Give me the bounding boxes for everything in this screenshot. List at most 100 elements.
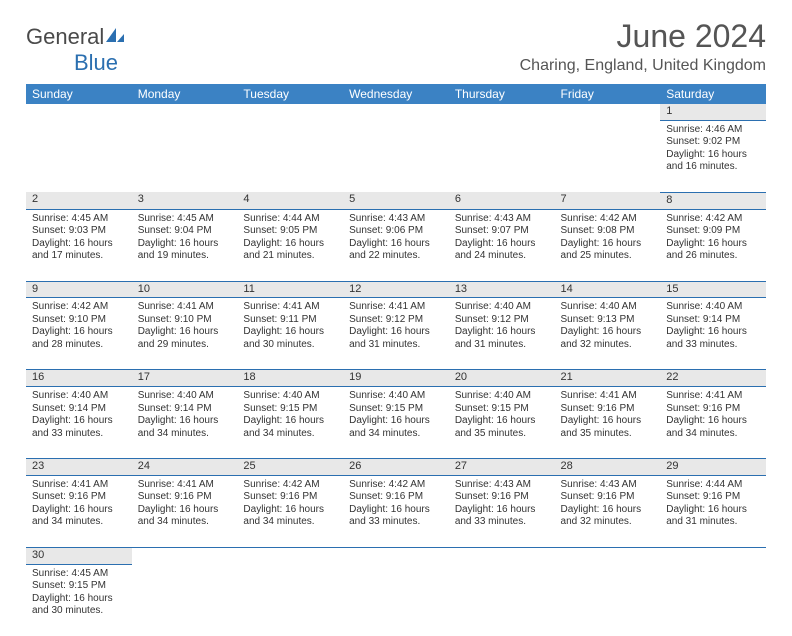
day-cell: Sunrise: 4:43 AMSunset: 9:16 PMDaylight:… (449, 475, 555, 547)
day-header: Thursday (449, 84, 555, 104)
day-sunset: Sunset: 9:13 PM (561, 314, 655, 327)
day-data-row: Sunrise: 4:40 AMSunset: 9:14 PMDaylight:… (26, 387, 766, 459)
day-data-row: Sunrise: 4:42 AMSunset: 9:10 PMDaylight:… (26, 298, 766, 370)
day-dl2: and 26 minutes. (666, 250, 760, 263)
day-cell: Sunrise: 4:45 AMSunset: 9:15 PMDaylight:… (26, 564, 132, 636)
day-sunset: Sunset: 9:16 PM (666, 403, 760, 416)
day-sunset: Sunset: 9:16 PM (349, 491, 443, 504)
day-number: 1 (660, 104, 766, 120)
day-sunset: Sunset: 9:16 PM (243, 491, 337, 504)
day-header: Wednesday (343, 84, 449, 104)
day-dl1: Daylight: 16 hours (561, 326, 655, 339)
day-cell: Sunrise: 4:40 AMSunset: 9:14 PMDaylight:… (660, 298, 766, 370)
day-dl1: Daylight: 16 hours (243, 504, 337, 517)
month-title: June 2024 (520, 18, 766, 55)
page-header: General Blue June 2024 Charing, England,… (26, 18, 766, 76)
day-number: 23 (26, 459, 132, 476)
day-dl2: and 33 minutes. (666, 339, 760, 352)
day-number (343, 104, 449, 120)
day-number: 30 (26, 547, 132, 564)
day-data-row: Sunrise: 4:41 AMSunset: 9:16 PMDaylight:… (26, 475, 766, 547)
day-number: 11 (237, 281, 343, 298)
day-dl2: and 25 minutes. (561, 250, 655, 263)
day-dl1: Daylight: 16 hours (455, 504, 549, 517)
day-dl2: and 33 minutes. (32, 428, 126, 441)
day-dl1: Daylight: 16 hours (138, 504, 232, 517)
day-cell (343, 564, 449, 636)
day-sunset: Sunset: 9:04 PM (138, 225, 232, 238)
day-dl2: and 34 minutes. (349, 428, 443, 441)
day-number: 9 (26, 281, 132, 298)
day-sunrise: Sunrise: 4:40 AM (138, 390, 232, 403)
day-sunrise: Sunrise: 4:43 AM (561, 479, 655, 492)
day-sunset: Sunset: 9:08 PM (561, 225, 655, 238)
day-cell: Sunrise: 4:40 AMSunset: 9:15 PMDaylight:… (449, 387, 555, 459)
day-sunrise: Sunrise: 4:46 AM (666, 124, 760, 137)
day-sunset: Sunset: 9:12 PM (455, 314, 549, 327)
day-dl2: and 34 minutes. (243, 516, 337, 529)
day-sunset: Sunset: 9:14 PM (32, 403, 126, 416)
day-number (343, 547, 449, 564)
title-block: June 2024 Charing, England, United Kingd… (520, 18, 766, 75)
day-dl2: and 34 minutes. (138, 428, 232, 441)
day-number (660, 547, 766, 564)
day-cell: Sunrise: 4:45 AMSunset: 9:04 PMDaylight:… (132, 209, 238, 281)
day-number-row: 1 (26, 104, 766, 120)
day-number: 17 (132, 370, 238, 387)
day-dl1: Daylight: 16 hours (561, 504, 655, 517)
day-number: 25 (237, 459, 343, 476)
day-dl1: Daylight: 16 hours (243, 415, 337, 428)
day-sunrise: Sunrise: 4:42 AM (243, 479, 337, 492)
day-dl2: and 32 minutes. (561, 339, 655, 352)
day-number (132, 547, 238, 564)
day-sunrise: Sunrise: 4:40 AM (455, 301, 549, 314)
day-sunrise: Sunrise: 4:40 AM (32, 390, 126, 403)
day-cell (660, 564, 766, 636)
day-number: 4 (237, 192, 343, 209)
day-sunrise: Sunrise: 4:42 AM (349, 479, 443, 492)
day-sunrise: Sunrise: 4:41 AM (349, 301, 443, 314)
day-sunrise: Sunrise: 4:40 AM (666, 301, 760, 314)
day-header: Saturday (660, 84, 766, 104)
day-number: 15 (660, 281, 766, 298)
day-dl1: Daylight: 16 hours (561, 415, 655, 428)
day-data-row: Sunrise: 4:46 AMSunset: 9:02 PMDaylight:… (26, 120, 766, 192)
day-dl1: Daylight: 16 hours (666, 415, 760, 428)
day-dl1: Daylight: 16 hours (32, 238, 126, 251)
day-sunset: Sunset: 9:15 PM (32, 580, 126, 593)
day-dl2: and 17 minutes. (32, 250, 126, 263)
day-dl1: Daylight: 16 hours (243, 326, 337, 339)
day-sunset: Sunset: 9:10 PM (32, 314, 126, 327)
day-number: 14 (555, 281, 661, 298)
day-cell: Sunrise: 4:41 AMSunset: 9:16 PMDaylight:… (555, 387, 661, 459)
day-sunrise: Sunrise: 4:45 AM (32, 213, 126, 226)
day-number: 3 (132, 192, 238, 209)
day-cell: Sunrise: 4:40 AMSunset: 9:15 PMDaylight:… (237, 387, 343, 459)
day-dl1: Daylight: 16 hours (455, 326, 549, 339)
day-cell: Sunrise: 4:40 AMSunset: 9:13 PMDaylight:… (555, 298, 661, 370)
day-dl1: Daylight: 16 hours (138, 415, 232, 428)
calendar-table: SundayMondayTuesdayWednesdayThursdayFrid… (26, 84, 766, 636)
day-number: 7 (555, 192, 661, 209)
day-dl1: Daylight: 16 hours (666, 504, 760, 517)
day-cell: Sunrise: 4:40 AMSunset: 9:14 PMDaylight:… (132, 387, 238, 459)
day-dl2: and 31 minutes. (349, 339, 443, 352)
day-dl2: and 34 minutes. (243, 428, 337, 441)
day-dl2: and 35 minutes. (561, 428, 655, 441)
day-number: 6 (449, 192, 555, 209)
day-cell (449, 120, 555, 192)
calendar-header-row: SundayMondayTuesdayWednesdayThursdayFrid… (26, 84, 766, 104)
day-dl1: Daylight: 16 hours (138, 238, 232, 251)
day-sunset: Sunset: 9:16 PM (138, 491, 232, 504)
day-dl2: and 28 minutes. (32, 339, 126, 352)
day-header: Friday (555, 84, 661, 104)
day-sunset: Sunset: 9:16 PM (561, 491, 655, 504)
day-number-row: 23242526272829 (26, 459, 766, 476)
day-dl1: Daylight: 16 hours (666, 326, 760, 339)
day-dl1: Daylight: 16 hours (561, 238, 655, 251)
day-dl2: and 33 minutes. (455, 516, 549, 529)
day-sunrise: Sunrise: 4:45 AM (32, 568, 126, 581)
day-number: 29 (660, 459, 766, 476)
day-dl1: Daylight: 16 hours (349, 415, 443, 428)
day-sunrise: Sunrise: 4:42 AM (666, 213, 760, 226)
